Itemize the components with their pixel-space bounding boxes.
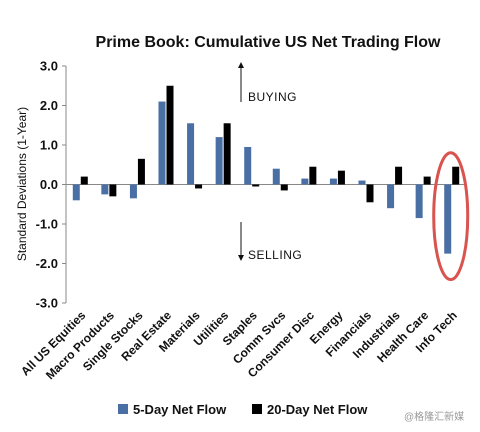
y-tick-label: 1.0 [40,138,58,153]
y-tick-label: -1.0 [36,217,58,232]
bar-20day [80,176,88,185]
y-tick-label: -3.0 [36,296,58,311]
legend: 5-Day Net Flow 20-Day Net Flow [118,402,368,417]
bar-5day [129,184,137,199]
bar-20day [309,166,317,185]
chart-title: Prime Book: Cumulative US Net Trading Fl… [96,34,441,51]
y-tick-label: 2.0 [40,98,58,113]
bar-5day [72,184,80,201]
buying-label: BUYING [248,90,297,104]
selling-arrowhead-icon [238,255,244,261]
bar-20day [195,184,203,189]
buying-arrowhead-icon [238,62,244,68]
bar-20day [252,184,260,187]
bar-5day [187,123,195,185]
y-tick-label: 3.0 [40,59,58,74]
bar-20day [109,184,117,197]
bar-20day [366,184,374,203]
legend-label-20day: 20-Day Net Flow [267,402,368,417]
bar-20day [423,176,431,185]
bar-5day [244,146,252,185]
buying-annotation: BUYING [238,62,297,104]
bar-20day [223,123,231,185]
bar-20day [337,170,345,185]
selling-annotation: SELLING [238,222,302,262]
info-tech-highlight-ellipse [432,151,470,282]
bar-5day [301,178,309,185]
bar-5day [215,137,223,185]
bar-5day [272,168,280,185]
legend-swatch-20day [252,404,262,414]
y-tick-label: -2.0 [36,256,58,271]
bar-5day [101,184,109,195]
y-axis: 3.0 2.0 1.0 0.0 -1.0 -2.0 -3.0 [36,59,466,311]
bar-20day [166,85,174,185]
y-axis-label: Standard Deviations (1-Year) [15,107,29,261]
y-tick-label: 0.0 [40,177,58,192]
bar-5day [329,178,337,185]
legend-swatch-5day [118,404,128,414]
selling-label: SELLING [248,248,302,262]
bars [72,85,460,254]
bar-20day [280,184,288,191]
legend-label-5day: 5-Day Net Flow [133,402,227,417]
bar-20day [395,166,403,185]
bar-5day [387,184,395,209]
bar-5day [415,184,423,219]
bar-20day [452,166,460,185]
bar-5day [158,101,166,185]
watermark: @格隆汇新媒 [404,410,464,423]
bar-20day [137,158,145,185]
bar-5day [358,180,366,185]
bar-5day [444,184,452,254]
